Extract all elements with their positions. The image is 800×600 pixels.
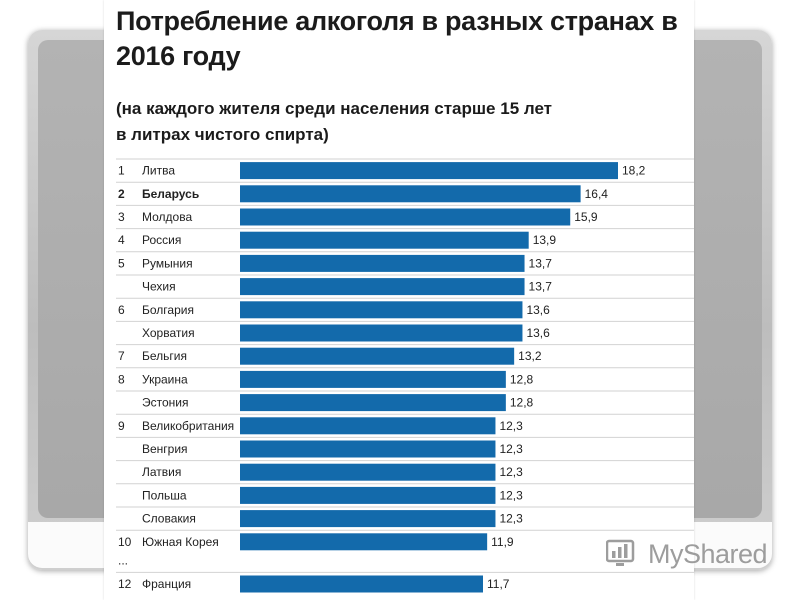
bar-chart: 1 Литва 18,2 2 Беларусь 16,4 3 Молдова 15,9 4 Росс… (116, 158, 694, 593)
bar (240, 162, 618, 180)
country-label: Хорватия (142, 326, 195, 340)
bar (240, 394, 506, 412)
bar (240, 417, 496, 435)
value-label: 12,3 (499, 442, 523, 456)
infographic-card: Потребление алкоголя в разных странах в … (104, 0, 694, 600)
country-label: Словакия (142, 512, 196, 526)
chart-title: Потребление алкоголя в разных странах в … (116, 6, 678, 71)
rank-label: 10 (118, 535, 132, 549)
bar (240, 278, 525, 296)
country-label: Болгария (142, 303, 194, 317)
bar (240, 440, 496, 458)
chart-subtitle-line-1: (на каждого жителя среди населения старш… (116, 99, 552, 118)
chart-subtitle: (на каждого жителя среди населения старш… (116, 96, 686, 148)
bar (240, 510, 496, 528)
bar (240, 208, 571, 226)
rank-label: 12 (118, 577, 132, 591)
value-label: 13,6 (526, 326, 550, 340)
country-label: Эстония (142, 396, 189, 410)
value-label: 13,7 (529, 256, 553, 270)
rank-label: 2 (118, 187, 125, 201)
value-label: 12,8 (510, 372, 534, 386)
rank-label: 3 (118, 210, 125, 224)
country-label: Россия (142, 233, 181, 247)
rank-label: 5 (118, 256, 125, 270)
value-label: 15,9 (574, 210, 598, 224)
country-label: Франция (142, 577, 191, 591)
value-label: 12,3 (499, 465, 523, 479)
value-label: 12,3 (499, 419, 523, 433)
bar (240, 370, 506, 388)
bar (240, 301, 523, 319)
bar (240, 185, 581, 203)
country-label: Латвия (142, 465, 181, 479)
country-label: Беларусь (142, 187, 199, 201)
gap-ellipsis: ... (118, 553, 128, 567)
country-label: Великобритания (142, 419, 234, 433)
watermark: MyShared (606, 536, 768, 572)
chart-subtitle-line-2: в литрах чистого спирта) (116, 125, 329, 144)
country-label: Бельгия (142, 349, 187, 363)
rank-label: 6 (118, 303, 125, 317)
value-label: 18,2 (622, 164, 646, 178)
country-label: Польша (142, 488, 187, 502)
value-label: 13,6 (526, 303, 550, 317)
value-label: 13,2 (518, 349, 542, 363)
bar (240, 254, 525, 272)
bar (240, 463, 496, 481)
value-label: 12,8 (510, 396, 534, 410)
value-label: 12,3 (499, 488, 523, 502)
bar (240, 231, 529, 249)
rank-label: 7 (118, 349, 125, 363)
value-label: 13,9 (533, 233, 557, 247)
value-label: 13,7 (529, 280, 553, 294)
bar (240, 486, 496, 504)
bar (240, 324, 523, 342)
rank-label: 9 (118, 419, 125, 433)
value-label: 12,3 (499, 512, 523, 526)
value-label: 16,4 (585, 187, 609, 201)
rank-label: 4 (118, 233, 125, 247)
bar (240, 347, 515, 365)
bar (240, 533, 488, 551)
country-label: Украина (142, 372, 188, 386)
value-label: 11,7 (487, 577, 510, 591)
watermark-text: MyShared (648, 538, 768, 569)
country-label: Чехия (142, 280, 176, 294)
country-label: Венгрия (142, 442, 188, 456)
myshared-logo-icon (606, 539, 635, 566)
rank-label: 8 (118, 372, 125, 386)
country-label: Литва (142, 164, 175, 178)
country-label: Молдова (142, 210, 192, 224)
value-label: 11,9 (491, 535, 514, 549)
rank-label: 1 (118, 164, 125, 178)
bar (240, 575, 483, 593)
country-label: Южная Корея (142, 535, 219, 549)
country-label: Румыния (142, 256, 193, 270)
